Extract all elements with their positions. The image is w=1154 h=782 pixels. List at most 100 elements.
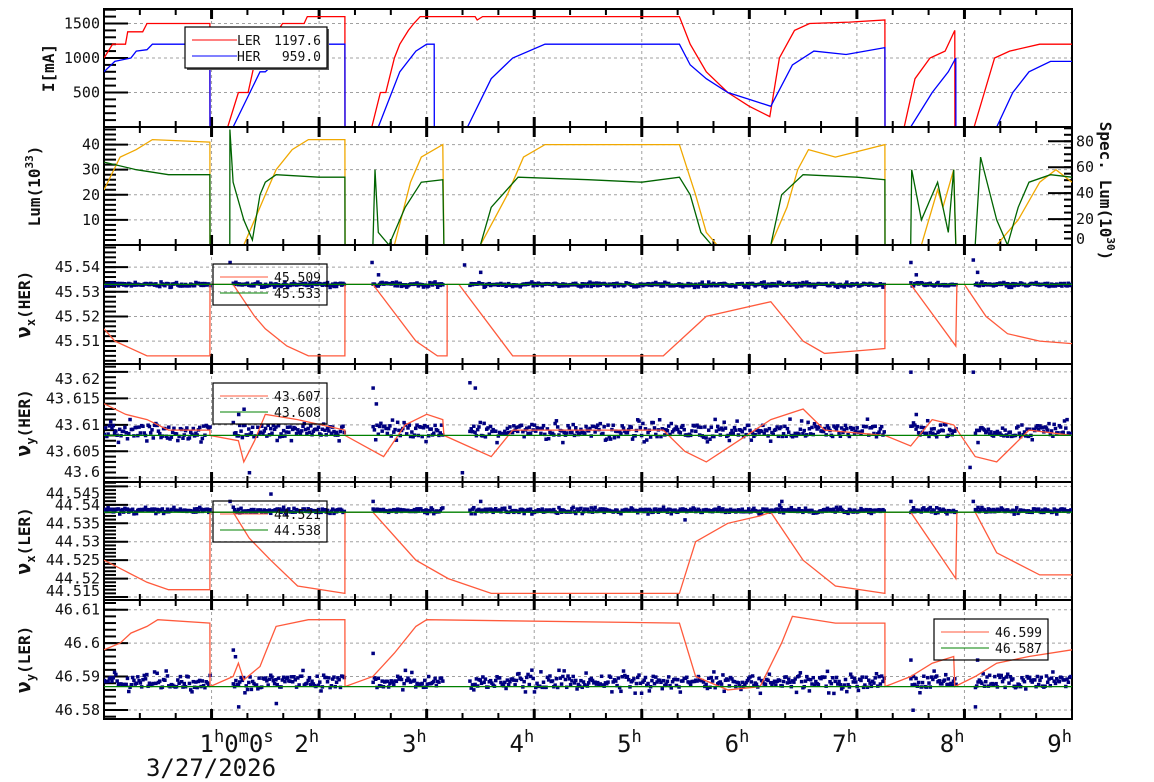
data-point [994, 681, 998, 686]
data-point [415, 423, 419, 427]
data-point [675, 427, 680, 432]
data-point [715, 424, 720, 429]
data-point [289, 675, 294, 679]
data-point [124, 682, 128, 687]
data-point [278, 507, 282, 511]
data-point [637, 673, 641, 677]
data-point [852, 676, 857, 681]
data-point [842, 428, 846, 432]
data-point [426, 284, 431, 288]
data-point-outlier [909, 499, 913, 504]
data-point [606, 423, 610, 427]
data-point [316, 683, 321, 688]
data-point [423, 678, 427, 683]
data-point [798, 671, 803, 675]
data-point [807, 689, 812, 693]
data-point [882, 430, 886, 434]
data-point [1066, 281, 1071, 286]
data-point [854, 680, 858, 684]
data-point [545, 427, 550, 431]
data-point [655, 434, 659, 439]
data-point [310, 284, 314, 289]
data-point-outlier [374, 402, 379, 406]
data-point [865, 685, 870, 690]
data-point [106, 432, 110, 436]
legend-box [184, 26, 328, 69]
data-point [546, 678, 551, 682]
data-point [150, 428, 154, 432]
data-point [441, 506, 445, 510]
data-point [512, 678, 516, 682]
data-point [262, 508, 267, 512]
data-point [797, 432, 801, 436]
data-point [1053, 426, 1058, 431]
data-point [490, 508, 494, 512]
data-point [641, 421, 645, 426]
data-point [415, 281, 419, 285]
data-point [306, 678, 310, 683]
data-point [838, 434, 843, 438]
data-point [132, 512, 136, 516]
data-point [590, 281, 595, 286]
data-point [719, 509, 724, 514]
data-point [433, 423, 437, 428]
data-point [832, 507, 836, 511]
y-label-superscript: 33 [23, 155, 36, 168]
data-point [910, 509, 914, 513]
data-point [781, 679, 786, 684]
data-point [601, 507, 605, 511]
data-point [851, 426, 856, 431]
right-label-superscript: 30 [1104, 237, 1117, 250]
data-point [111, 676, 116, 680]
data-point [706, 676, 711, 681]
data-point [654, 675, 658, 679]
data-point [261, 431, 265, 436]
data-point [865, 508, 870, 512]
data-point [868, 507, 872, 512]
data-point [324, 283, 328, 287]
data-point [187, 681, 192, 686]
panel-frame [103, 481, 1073, 601]
data-point [280, 434, 285, 439]
data-point [482, 680, 486, 685]
data-point [828, 283, 832, 288]
data-point [682, 427, 686, 432]
data-point [249, 687, 254, 692]
data-point [575, 687, 579, 691]
data-point [172, 426, 176, 431]
data-point [1060, 284, 1064, 288]
data-point [244, 684, 248, 688]
data-point [116, 440, 121, 445]
panel-current: 500 1000 1500 I[mA] LER 1197.6 HER 959.0 [39, 8, 1073, 128]
data-point [1065, 677, 1069, 681]
data-point [1022, 679, 1027, 684]
data-point [239, 429, 243, 433]
data-point [256, 425, 260, 430]
data-point [812, 285, 817, 289]
data-point [1064, 426, 1068, 430]
data-point [548, 674, 552, 678]
data-point [607, 434, 612, 439]
data-point [942, 678, 947, 682]
data-point [137, 679, 141, 683]
data-point [441, 679, 445, 683]
data-point [837, 679, 841, 684]
data-point [977, 284, 982, 288]
data-point [290, 427, 295, 432]
data-point [861, 685, 866, 690]
data-point [274, 425, 278, 429]
data-point [838, 682, 843, 687]
data-point [410, 670, 414, 675]
data-point [765, 428, 769, 433]
data-point [823, 675, 827, 679]
data-point [272, 427, 277, 432]
data-point [1036, 427, 1041, 432]
data-point [584, 671, 588, 675]
data-point [263, 426, 268, 431]
data-point [834, 283, 839, 287]
data-point [407, 423, 412, 427]
data-point [665, 679, 670, 684]
data-point [1000, 679, 1005, 684]
data-point [397, 428, 401, 433]
